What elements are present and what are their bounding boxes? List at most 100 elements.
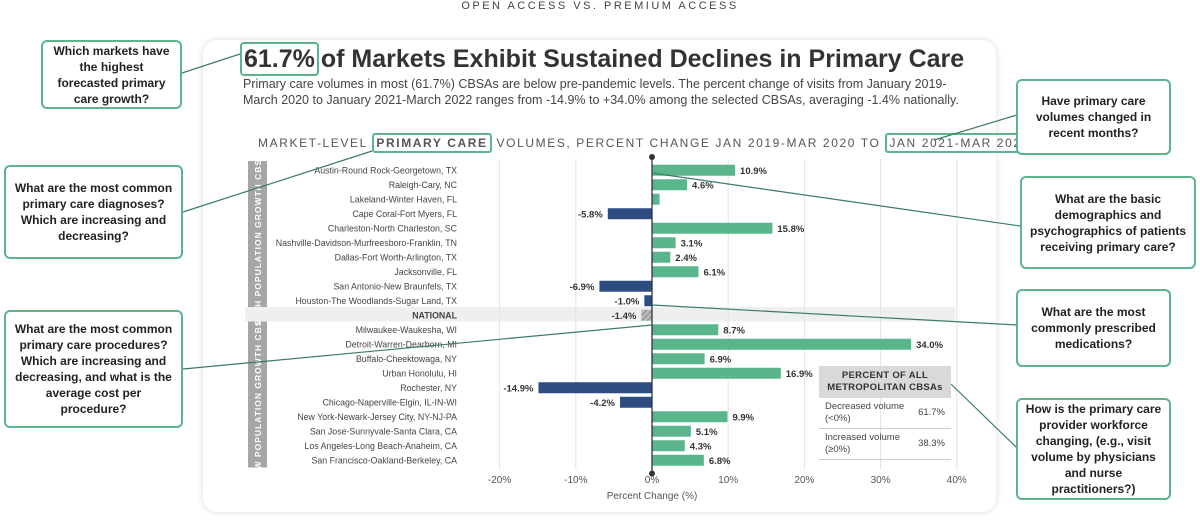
summary-box: PERCENT OF ALL METROPOLITAN CBSAs Decrea… (819, 366, 951, 462)
value-label: 6.1% (703, 267, 725, 278)
connector-recent-volumes (933, 114, 1018, 141)
summary-row-label: Decreased volume (<0%) (825, 401, 905, 424)
value-label: 2.4% (675, 253, 697, 264)
category-label: NATIONAL (412, 310, 457, 320)
value-label: -5.8% (578, 209, 603, 220)
summary-row-decreased: Decreased volume (<0%) 61.7% (819, 398, 951, 429)
national-band (245, 307, 955, 322)
category-label: Jacksonville, FL (394, 267, 457, 277)
bar (652, 266, 699, 278)
group-label-high: HIGH POPULATION GROWTH CBSAs (253, 146, 263, 325)
category-label: San Francisco-Oakland-Berkeley, CA (311, 455, 457, 465)
value-label: 4.3% (690, 441, 712, 452)
headline-subtitle: Primary care volumes in most (61.7%) CBS… (243, 77, 959, 107)
group-band-low (248, 321, 267, 468)
bar (652, 411, 728, 423)
page-top-label: OPEN ACCESS VS. PREMIUM ACCESS (461, 0, 739, 12)
bar (652, 164, 736, 176)
summary-row-value: 38.3% (918, 438, 945, 449)
value-label: 15.8% (777, 224, 804, 235)
bar (652, 425, 691, 437)
bar (652, 454, 704, 466)
chart-title: MARKET-LEVEL PRIMARY CARE VOLUMES, PERCE… (258, 133, 1034, 153)
value-label: 5.1% (696, 427, 718, 438)
bar (652, 324, 719, 336)
category-label: Buffalo-Cheektowaga, NY (356, 354, 457, 364)
summary-row-label: Increased volume (≥0%) (825, 432, 900, 455)
callout-workforce: How is the primary care provider workfor… (1016, 398, 1171, 500)
headline-text: of Markets Exhibit Sustained Declines in… (320, 45, 965, 73)
chart-title-highlight-primary-care: PRIMARY CARE (372, 133, 492, 153)
headline: 61.7% of Markets Exhibit Sustained Declin… (240, 42, 964, 76)
bar (652, 251, 671, 263)
bar (538, 382, 652, 394)
value-label: -1.0% (615, 296, 640, 307)
bar (652, 179, 688, 191)
connector-demographics (651, 172, 1021, 227)
value-label: 10.9% (740, 166, 767, 177)
bar (652, 222, 773, 234)
zero-axis-cap-bottom (649, 470, 655, 477)
group-label-low: LOW POPULATION GROWTH CBSAs (253, 307, 263, 484)
category-label: Urban Honolulu, HI (382, 368, 457, 378)
category-label: Houston-The Woodlands-Sugar Land, TX (295, 296, 457, 306)
category-label: San Jose-Sunnyvale-Santa Clara, CA (310, 426, 457, 436)
value-label: -4.2% (590, 398, 615, 409)
connector-procedures (182, 324, 653, 370)
category-label: Los Angeles-Long Beach-Anaheim, CA (304, 441, 457, 451)
category-label: Milwaukee-Waukesha, WI (356, 325, 457, 335)
value-label: 9.9% (732, 412, 754, 423)
x-tick-label: 0% (645, 475, 660, 486)
value-label: 6.9% (710, 354, 732, 365)
category-label: Cape Coral-Fort Myers, FL (352, 209, 457, 219)
value-label: 34.0% (916, 340, 943, 351)
callout-diagnoses: What are the most common primary care di… (4, 165, 183, 259)
bar (652, 353, 705, 365)
bar-national (641, 309, 652, 321)
category-label: New York-Newark-Jersey City, NY-NJ-PA (297, 412, 457, 422)
x-axis-label: Percent Change (%) (607, 491, 698, 502)
callout-recent-volumes: Have primary care volumes changed in rec… (1016, 79, 1171, 155)
zero-axis-cap-top (649, 154, 655, 160)
category-label: Dallas-Fort Worth-Arlington, TX (335, 252, 458, 262)
value-label: -6.9% (570, 282, 595, 293)
x-tick-label: 20% (794, 475, 814, 486)
callout-medications: What are the most commonly prescribed me… (1016, 289, 1171, 367)
connector-diagnoses (182, 150, 373, 213)
bar (619, 396, 652, 408)
connector-medications (651, 304, 1018, 326)
callout-procedures: What are the most common primary care pr… (4, 310, 183, 428)
bar (652, 440, 685, 452)
bar (644, 295, 652, 307)
category-label: Lakeland-Winter Haven, FL (350, 194, 457, 204)
summary-row-value: 61.7% (918, 407, 945, 418)
category-label: Nashville-Davidson-Murfreesboro-Franklin… (276, 238, 457, 248)
category-label: San Antonio-New Braunfels, TX (333, 281, 457, 291)
x-tick-label: -20% (488, 475, 511, 486)
category-label: Raleigh-Cary, NC (389, 180, 458, 190)
x-tick-label: 10% (718, 475, 738, 486)
chart-card (203, 40, 996, 512)
category-label: Charleston-North Charleston, SC (328, 223, 458, 233)
category-label: Austin-Round Rock-Georgetown, TX (314, 165, 457, 175)
value-label: 4.6% (692, 180, 714, 191)
value-label: -1.4% (612, 311, 637, 322)
value-label: -14.9% (503, 383, 534, 394)
bar (652, 193, 660, 205)
x-tick-label: -10% (564, 475, 587, 486)
value-label: 8.7% (723, 325, 745, 336)
callout-forecasted-growth: Which markets have the highest forecaste… (41, 40, 182, 109)
bar (652, 338, 912, 350)
chart-title-part1: MARKET-LEVEL (258, 136, 373, 150)
value-label: 16.9% (786, 369, 813, 380)
group-band-high (248, 161, 267, 307)
bar (599, 280, 652, 292)
connector-forecasted-growth (181, 53, 241, 74)
callout-demographics: What are the basic demographics and psyc… (1020, 176, 1196, 269)
value-label: 6.8% (709, 456, 731, 467)
bar (652, 237, 676, 249)
category-label: Detroit-Warren-Dearborn, MI (345, 339, 457, 349)
headline-percent: 61.7% (240, 42, 319, 76)
category-label: Chicago-Naperville-Elgin, IL-IN-WI (323, 397, 457, 407)
